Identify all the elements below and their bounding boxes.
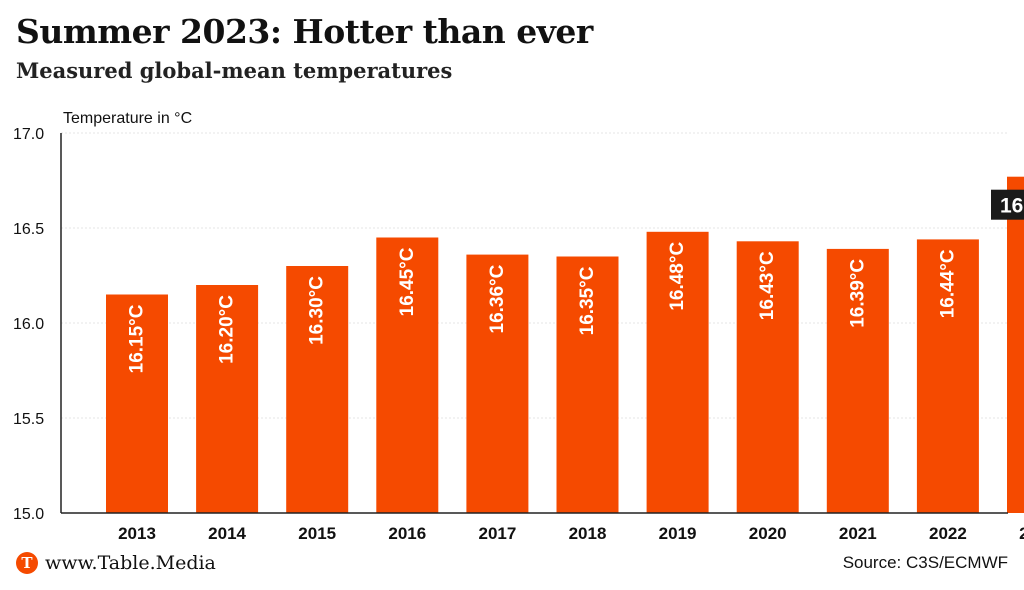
brand-url: www.Table.Media xyxy=(45,552,216,574)
y-tick-label: 16.0 xyxy=(13,316,44,333)
data-label-2020: 16.43°C xyxy=(757,251,778,320)
bar-2017 xyxy=(466,254,529,513)
data-label-2021: 16.39°C xyxy=(847,259,868,328)
bar-2021 xyxy=(826,248,889,513)
y-tick-label: 16.5 xyxy=(13,221,44,238)
data-label-2023: 16.77°C xyxy=(1000,195,1024,218)
bar-2014 xyxy=(196,285,259,513)
bar-chart: Temperature in °C 15.0 15.5 16.0 16.5 17.0 201… xyxy=(13,110,1024,543)
data-label-2013: 16.15°C xyxy=(127,304,148,373)
x-tick-label: 2020 xyxy=(749,524,787,543)
bar-2023 xyxy=(1007,176,1024,513)
data-label-2022: 16.44°C xyxy=(937,249,958,318)
bar-2019 xyxy=(646,231,709,514)
x-tick-label: 2013 xyxy=(118,524,156,543)
x-tick-label: 2018 xyxy=(569,524,607,543)
x-tick-label: 2014 xyxy=(208,524,246,543)
bar-2020 xyxy=(736,241,799,514)
x-tick-label: 2022 xyxy=(929,524,967,543)
bar-2013 xyxy=(106,294,168,513)
y-tick-label: 15.0 xyxy=(13,506,44,523)
x-tick-label: 2017 xyxy=(478,524,516,543)
y-tick-label: 15.5 xyxy=(13,411,44,428)
chart-title: Summer 2023: Hotter than ever xyxy=(16,12,593,51)
data-label-2019: 16.48°C xyxy=(667,242,688,311)
x-tick-label: 2019 xyxy=(659,524,697,543)
bar-2016 xyxy=(376,237,439,513)
table-media-logo-icon: T xyxy=(16,552,38,574)
bar-2022 xyxy=(916,239,979,513)
data-label-2016: 16.45°C xyxy=(397,247,418,316)
axes: Temperature in °C 15.0 15.5 16.0 16.5 17.0 201… xyxy=(13,110,1024,543)
x-tick-label: 2023 xyxy=(1019,524,1024,543)
data-label-2018: 16.35°C xyxy=(577,266,598,335)
data-label-2015: 16.30°C xyxy=(307,276,328,345)
brand: T www.Table.Media xyxy=(16,551,216,575)
y-tick-label: 17.0 xyxy=(13,126,44,143)
y-axis-title: Temperature in °C xyxy=(63,110,192,127)
highlight-label-box xyxy=(991,189,1024,220)
source-note: Source: C3S/ECMWF xyxy=(842,553,1008,572)
chart-subtitle: Measured global-mean temperatures xyxy=(16,58,453,83)
data-labels: 16.15°C 16.20°C 16.30°C 16.45°C 16.36°C 16.35… xyxy=(127,189,1024,373)
bar-2018 xyxy=(556,256,619,513)
x-tick-label: 2015 xyxy=(298,524,336,543)
x-tick-label: 2021 xyxy=(839,524,877,543)
bars xyxy=(106,176,1024,514)
data-label-2014: 16.20°C xyxy=(217,295,238,364)
data-label-2017: 16.36°C xyxy=(487,264,508,333)
bar-2015 xyxy=(286,266,349,513)
x-tick-label: 2016 xyxy=(388,524,426,543)
